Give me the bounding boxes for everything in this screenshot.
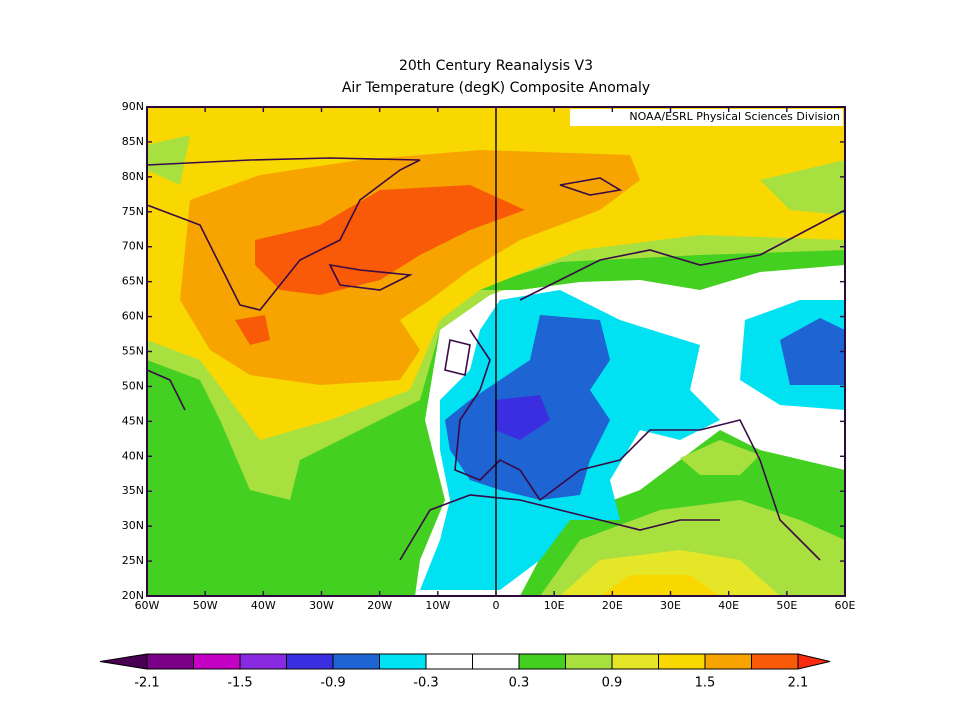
- x-tick-label: 50E: [776, 599, 797, 612]
- colorbar-box: [146, 653, 194, 670]
- y-tick-label: 50N: [122, 379, 144, 392]
- field-yg-north: [147, 135, 190, 185]
- y-tick-label: 30N: [122, 519, 144, 532]
- coastline: [454, 329, 821, 561]
- field-yg-ne: [760, 160, 845, 215]
- x-tick-label: 40W: [251, 599, 276, 612]
- y-tick-label: 65N: [122, 275, 144, 288]
- colorbar-box: [425, 653, 473, 670]
- x-tick-label: 60W: [135, 599, 160, 612]
- field-red-small: [235, 315, 270, 345]
- subtitle-line: Air Temperature (degK) Composite Anomaly: [342, 80, 650, 96]
- colorbar-label: 1.5: [695, 676, 716, 691]
- colorbar-over: [797, 653, 831, 670]
- y-tick-label: 70N: [122, 240, 144, 253]
- colorbar-box: [472, 653, 520, 670]
- title-line: 20th Century Reanalysis V3: [399, 58, 593, 74]
- axes: 60W 50W 40W 30W 20W 10W 0 10E 20E 30E 40E 50E 60E 20N…: [122, 100, 856, 612]
- y-tick-label: 20N: [122, 589, 144, 602]
- y-tick-label: 75N: [122, 205, 144, 218]
- colorbar-box: [565, 653, 613, 670]
- x-tick-label: 30E: [660, 599, 681, 612]
- colorbar: -2.1 -1.5 -0.9 -0.3 0.3 0.9 1.5 2.1: [99, 653, 831, 691]
- y-tick-label: 45N: [122, 414, 144, 427]
- coastline: [444, 339, 471, 376]
- colorbar-label: -1.5: [227, 676, 252, 691]
- x-tick-label: 10E: [544, 599, 565, 612]
- x-tick-label: 10W: [425, 599, 450, 612]
- coastline: [399, 494, 720, 561]
- colorbar-label: 0.3: [509, 676, 530, 691]
- colorbar-label: 0.9: [602, 676, 623, 691]
- y-tick-label: 55N: [122, 345, 144, 358]
- x-tick-label: 20E: [602, 599, 623, 612]
- y-tick-label: 80N: [122, 170, 144, 183]
- colorbar-box: [379, 653, 427, 670]
- colorbar-label: -0.3: [413, 676, 438, 691]
- y-tick-label: 90N: [122, 100, 144, 113]
- coastline: [146, 157, 421, 311]
- colorbar-box: [518, 653, 566, 670]
- x-tick-label: 60E: [835, 599, 856, 612]
- colorbar-box: [658, 653, 706, 670]
- coastline: [559, 177, 623, 196]
- colorbar-under: [99, 653, 148, 670]
- colorbar-box: [332, 653, 380, 670]
- x-tick-label: 40E: [718, 599, 739, 612]
- field-yellow2-se: [600, 575, 720, 596]
- colorbar-box: [751, 653, 799, 670]
- field-red: [255, 185, 525, 295]
- field-orange: [180, 150, 640, 385]
- y-tick-label: 60N: [122, 310, 144, 323]
- colorbar-label: -0.9: [320, 676, 345, 691]
- colorbar-label: 2.1: [788, 676, 809, 691]
- field-green-north: [470, 250, 845, 290]
- x-tick-label: 20W: [367, 599, 392, 612]
- credit: NOAA/ESRL Physical Sciences Division: [629, 110, 840, 123]
- coastline: [146, 369, 186, 411]
- colorbar-box: [611, 653, 659, 670]
- coastline: [519, 209, 846, 301]
- x-tick-label: 0: [493, 599, 500, 612]
- colorbar-label: -2.1: [134, 676, 159, 691]
- colorbar-box: [239, 653, 287, 670]
- y-tick-label: 40N: [122, 449, 144, 462]
- colorbar-box: [704, 653, 752, 670]
- field-yellow-se: [560, 550, 780, 596]
- x-tick-label: 30W: [309, 599, 334, 612]
- y-tick-label: 25N: [122, 554, 144, 567]
- colorbar-box: [286, 653, 334, 670]
- y-tick-label: 35N: [122, 484, 144, 497]
- y-tick-label: 85N: [122, 135, 144, 148]
- field-yg-turkey: [680, 440, 760, 475]
- coastline: [328, 263, 413, 291]
- credit-box: [570, 109, 843, 126]
- x-tick-label: 50W: [193, 599, 218, 612]
- colorbar-box: [193, 653, 241, 670]
- field-violet: [495, 395, 550, 440]
- field-blue-east: [780, 318, 845, 385]
